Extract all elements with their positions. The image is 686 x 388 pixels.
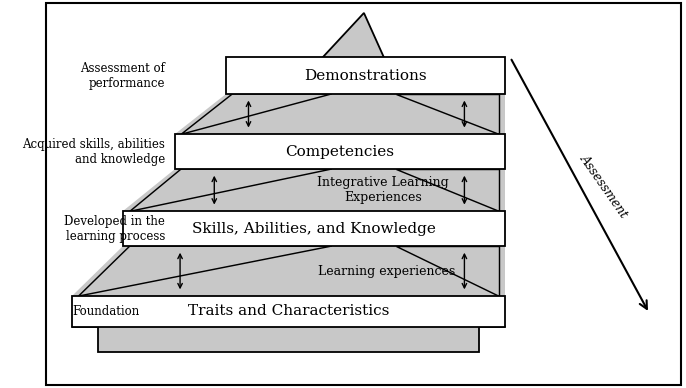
Bar bbox=[123, 211, 505, 246]
Polygon shape bbox=[175, 94, 505, 134]
Text: Assessment of
performance: Assessment of performance bbox=[80, 62, 165, 90]
Polygon shape bbox=[78, 246, 332, 296]
Polygon shape bbox=[123, 169, 505, 211]
Text: Learning experiences: Learning experiences bbox=[318, 265, 455, 277]
Text: Acquired skills, abilities
and knowledge: Acquired skills, abilities and knowledge bbox=[22, 138, 165, 166]
Polygon shape bbox=[72, 246, 505, 296]
Polygon shape bbox=[396, 246, 499, 296]
Text: Foundation: Foundation bbox=[72, 305, 139, 318]
Text: Assessment: Assessment bbox=[578, 152, 631, 220]
Polygon shape bbox=[72, 13, 505, 327]
Polygon shape bbox=[396, 169, 499, 211]
Text: Demonstrations: Demonstrations bbox=[304, 69, 427, 83]
Polygon shape bbox=[181, 94, 332, 134]
Text: Developed in the
learning process: Developed in the learning process bbox=[64, 215, 165, 242]
Polygon shape bbox=[396, 94, 499, 134]
Bar bbox=[98, 325, 480, 352]
Bar bbox=[175, 134, 505, 169]
Text: Integrative Learning
Experiences: Integrative Learning Experiences bbox=[318, 176, 449, 204]
Bar bbox=[226, 57, 505, 94]
Text: Traits and Characteristics: Traits and Characteristics bbox=[188, 305, 389, 319]
Polygon shape bbox=[130, 169, 332, 211]
Bar bbox=[72, 296, 505, 327]
Text: Skills, Abilities, and Knowledge: Skills, Abilities, and Knowledge bbox=[192, 222, 436, 236]
Text: Competencies: Competencies bbox=[285, 145, 394, 159]
